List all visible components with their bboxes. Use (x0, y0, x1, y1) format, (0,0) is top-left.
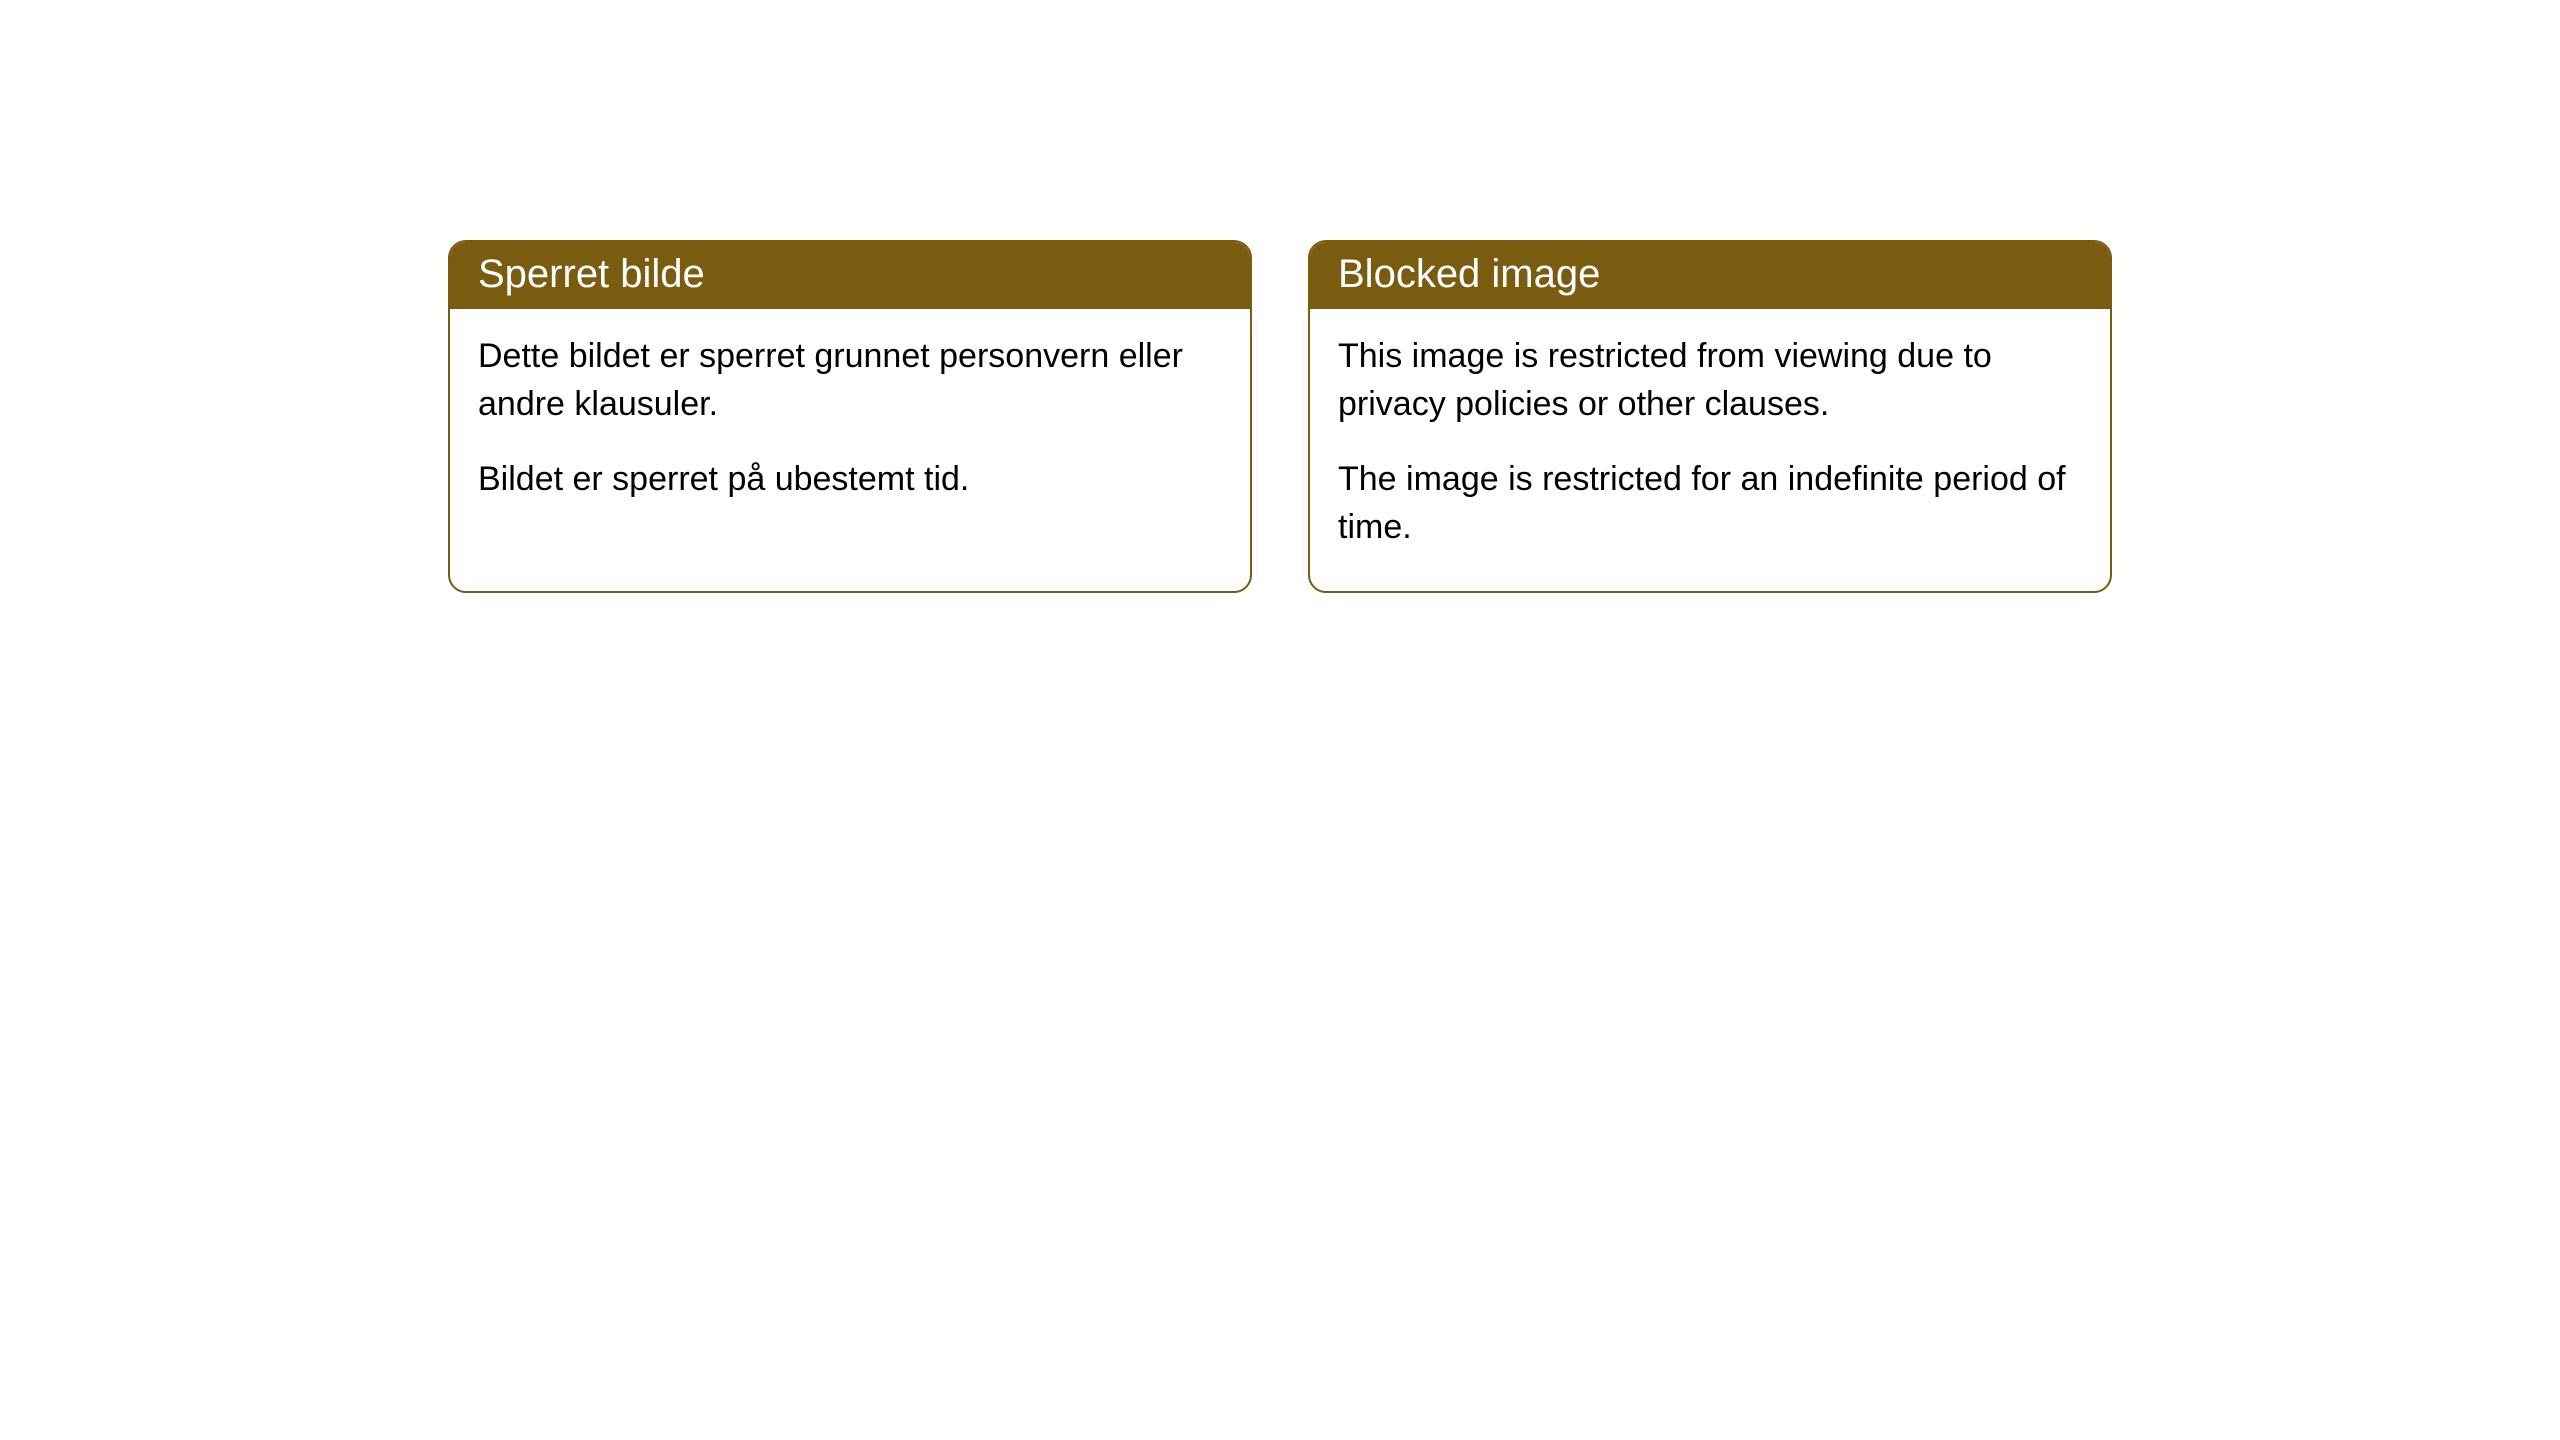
blocked-image-card-no: Sperret bilde Dette bildet er sperret gr… (448, 240, 1252, 593)
card-header: Sperret bilde (450, 242, 1250, 309)
card-paragraph: Bildet er sperret på ubestemt tid. (478, 456, 1222, 504)
card-header: Blocked image (1310, 242, 2110, 309)
card-paragraph: Dette bildet er sperret grunnet personve… (478, 333, 1222, 428)
card-body: This image is restricted from viewing du… (1310, 309, 2110, 591)
card-paragraph: This image is restricted from viewing du… (1338, 333, 2082, 428)
notice-container: Sperret bilde Dette bildet er sperret gr… (0, 240, 2560, 593)
card-body: Dette bildet er sperret grunnet personve… (450, 309, 1250, 544)
blocked-image-card-en: Blocked image This image is restricted f… (1308, 240, 2112, 593)
card-title: Blocked image (1338, 252, 1600, 296)
card-paragraph: The image is restricted for an indefinit… (1338, 456, 2082, 551)
card-title: Sperret bilde (478, 252, 705, 296)
